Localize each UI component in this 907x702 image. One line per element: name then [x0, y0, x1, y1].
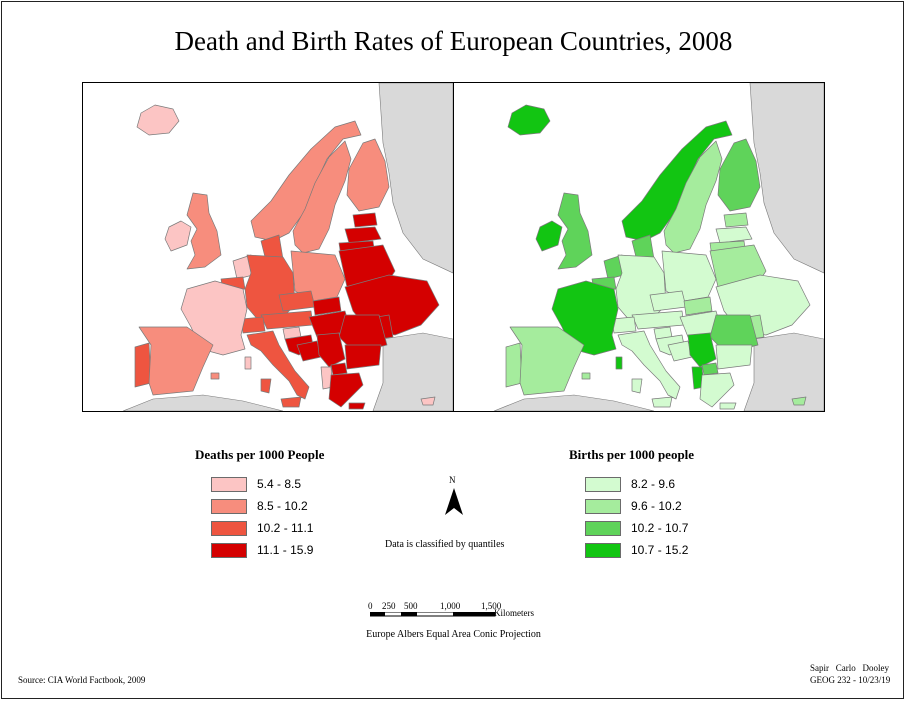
country-spain [138, 326, 220, 396]
classification-note: Data is classified by quantiles [385, 539, 505, 550]
deaths-swatch-4 [211, 542, 247, 558]
non-europe-land [122, 394, 284, 411]
country-portugal [134, 342, 152, 388]
country-latvia [715, 226, 753, 244]
births-swatch-2 [585, 498, 621, 514]
non-europe-land [378, 83, 453, 274]
country-italy [246, 330, 310, 408]
scale-tick-label: 500 [404, 601, 418, 611]
scale-tick-label: 0 [368, 601, 373, 611]
deaths-legend-row: 8.5 - 10.2 [211, 495, 324, 517]
country-iceland [136, 104, 180, 136]
country-france [180, 280, 252, 370]
deaths-legend: Deaths per 1000 People 5.4 - 8.5 8.5 - 1… [195, 447, 324, 561]
births-swatch-1 [585, 476, 621, 492]
scale-tick-label: 1,000 [440, 601, 461, 611]
country-macedonia [701, 362, 719, 376]
births-legend-label: 10.7 - 15.2 [631, 543, 689, 557]
country-portugal [505, 342, 523, 388]
non-europe-land [372, 332, 453, 411]
births-swatch-4 [585, 542, 621, 558]
course-label: GEOG 232 - 10/23/19 [810, 675, 891, 685]
deaths-legend-label: 8.5 - 10.2 [257, 499, 308, 513]
births-legend-label: 9.6 - 10.2 [631, 499, 682, 513]
deaths-legend-row: 5.4 - 8.5 [211, 473, 324, 495]
deaths-legend-label: 5.4 - 8.5 [257, 477, 302, 491]
country-france [551, 280, 623, 370]
country-czech-republic [649, 290, 687, 312]
deaths-legend-label: 10.2 - 11.1 [257, 521, 314, 535]
country-united-kingdom [557, 192, 593, 270]
country-estonia [352, 212, 378, 228]
births-map-svg [493, 83, 824, 411]
country-estonia [723, 212, 749, 228]
country-bulgaria [344, 344, 382, 370]
births-legend: Births per 1000 people 8.2 - 9.6 9.6 - 1… [569, 447, 694, 561]
country-bosnia [296, 340, 322, 362]
deaths-legend-row: 10.2 - 11.1 [211, 517, 324, 539]
country-bosnia [667, 340, 693, 362]
deaths-map-svg [122, 83, 453, 411]
source-credit: Source: CIA World Factbook, 2009 [18, 675, 146, 685]
country-greece [699, 372, 737, 410]
deaths-map [82, 82, 454, 412]
north-arrow-label: N [449, 475, 456, 485]
north-arrow-icon [445, 488, 463, 515]
country-bulgaria [715, 344, 753, 370]
births-legend-row: 8.2 - 9.6 [585, 473, 694, 495]
country-finland [346, 138, 390, 212]
country-greece [328, 372, 366, 410]
scale-unit: Kilometers [494, 608, 534, 618]
non-europe-land [743, 332, 824, 411]
country-germany [244, 254, 296, 322]
country-slovakia [312, 296, 342, 316]
country-finland [717, 138, 761, 212]
births-legend-row: 9.6 - 10.2 [585, 495, 694, 517]
deaths-swatch-1 [211, 476, 247, 492]
country-ireland [535, 220, 563, 252]
country-cyprus [420, 396, 436, 406]
deaths-legend-row: 11.1 - 15.9 [211, 539, 324, 561]
country-serbia [687, 332, 717, 368]
country-slovakia [683, 296, 713, 316]
births-legend-label: 8.2 - 9.6 [631, 477, 676, 491]
projection-label: Europe Albers Equal Area Conic Projectio… [366, 629, 541, 640]
scale-tick-label: 1,500 [481, 601, 502, 611]
births-swatch-3 [585, 520, 621, 536]
country-cyprus [791, 396, 807, 406]
country-united-kingdom [186, 192, 222, 270]
country-macedonia [330, 362, 348, 376]
country-iceland [507, 104, 551, 136]
country-latvia [344, 226, 382, 244]
country-ireland [164, 220, 192, 252]
deaths-legend-title: Deaths per 1000 People [195, 447, 325, 462]
country-spain [509, 326, 591, 396]
births-map [453, 82, 825, 412]
deaths-swatch-2 [211, 498, 247, 514]
deaths-legend-label: 11.1 - 15.9 [257, 543, 314, 557]
births-legend-row: 10.2 - 10.7 [585, 517, 694, 539]
non-europe-land [493, 394, 655, 411]
scale-tick-label: 250 [382, 601, 396, 611]
deaths-swatch-3 [211, 520, 247, 536]
author-names: Sapir Carlo Dooley [810, 663, 889, 673]
births-legend-title: Births per 1000 people [569, 447, 695, 462]
country-germany [615, 254, 667, 322]
births-legend-row: 10.7 - 15.2 [585, 539, 694, 561]
scale-bar-graphic [370, 612, 496, 617]
country-czech-republic [278, 290, 316, 312]
country-serbia [316, 332, 346, 368]
non-europe-land [749, 83, 824, 274]
country-italy [617, 330, 681, 408]
scale-bar: 0 250 500 1,000 1,500 Kilometers [360, 600, 540, 620]
map-title: Death and Birth Rates of European Countr… [174, 26, 733, 56]
births-legend-label: 10.2 - 10.7 [631, 521, 689, 535]
